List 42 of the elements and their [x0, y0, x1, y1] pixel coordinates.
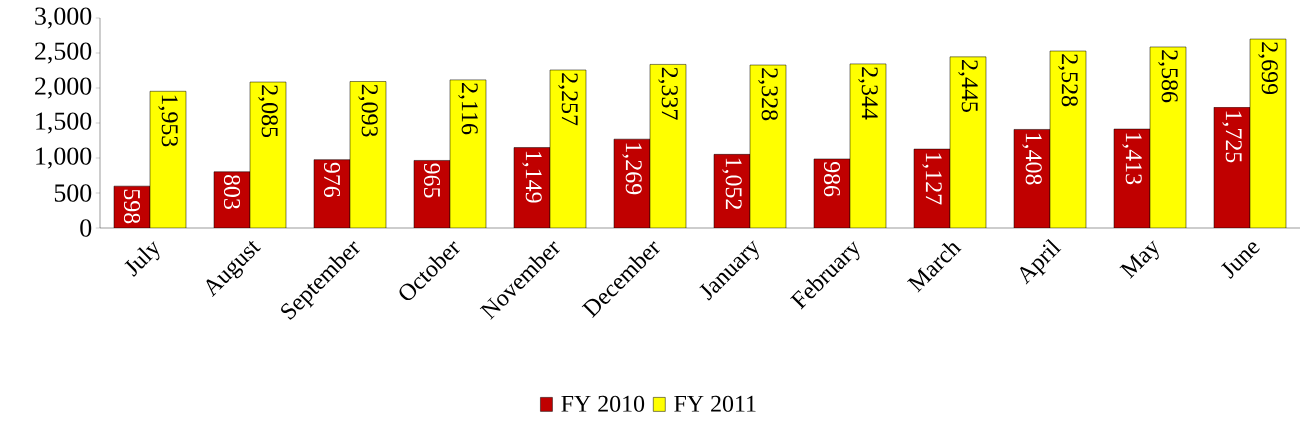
- data-label: 1,269: [622, 143, 642, 195]
- x-tick-label: May: [1119, 240, 1159, 279]
- data-label: 2,586: [1158, 50, 1178, 103]
- legend-label: FY 2011: [674, 395, 756, 412]
- data-label: 1,953: [158, 95, 178, 147]
- data-label: 2,093: [358, 84, 378, 137]
- y-tick-label: 0: [80, 219, 92, 237]
- y-tick-label: 1,500: [36, 112, 92, 134]
- data-label: 803: [223, 174, 241, 209]
- bar: [950, 56, 986, 228]
- data-label: 2,085: [258, 85, 278, 138]
- data-label: 2,699: [1258, 42, 1278, 95]
- y-tick-label: 2,000: [35, 77, 92, 99]
- y-tick-label: 2,500: [35, 42, 92, 64]
- data-label: 2,116: [458, 83, 478, 135]
- y-tick-label: 500: [54, 184, 92, 202]
- bar: [550, 70, 586, 228]
- data-label: 2,257: [558, 73, 578, 126]
- data-label: 986: [823, 161, 841, 197]
- data-label: 965: [423, 163, 441, 198]
- data-label: 976: [323, 162, 341, 198]
- data-label: 1,413: [1122, 133, 1142, 185]
- data-label: 2,528: [1058, 54, 1078, 107]
- data-label: 1,052: [722, 158, 742, 210]
- bar: [1150, 46, 1186, 228]
- bar: [1249, 38, 1287, 228]
- data-label: 1,127: [922, 153, 942, 205]
- data-label: 2,445: [958, 60, 978, 112]
- data-label: 2,344: [858, 67, 878, 120]
- bar: [1050, 51, 1086, 228]
- y-tick-label: 3,000: [35, 7, 92, 29]
- data-label: 1,725: [1222, 111, 1242, 163]
- bar: [650, 64, 686, 228]
- legend-label: FY 2010: [561, 395, 645, 412]
- data-label: 1,149: [522, 151, 542, 203]
- data-label: 2,328: [758, 68, 778, 121]
- data-label: 1,408: [1022, 133, 1042, 185]
- data-label: 598: [123, 189, 141, 224]
- x-tick-label: July: [124, 241, 160, 277]
- x-tick-label: June: [1220, 242, 1260, 279]
- data-label: 2,337: [658, 67, 678, 120]
- y-tick-label: 1,000: [36, 147, 92, 169]
